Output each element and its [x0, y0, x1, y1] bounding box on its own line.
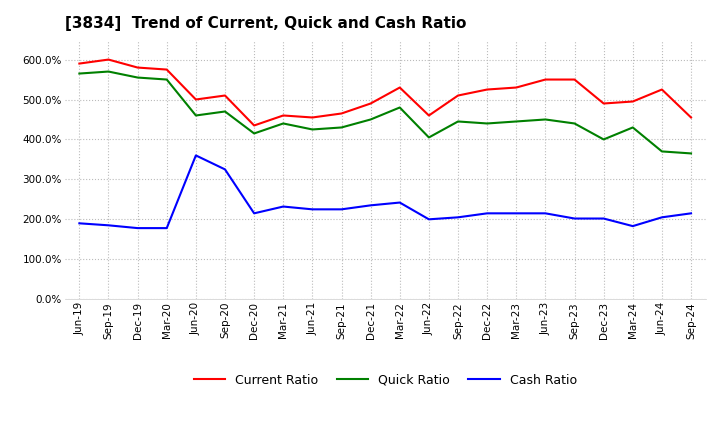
Legend: Current Ratio, Quick Ratio, Cash Ratio: Current Ratio, Quick Ratio, Cash Ratio: [189, 369, 582, 392]
Quick Ratio: [599, 137, 608, 142]
Quick Ratio: [366, 117, 375, 122]
Cash Ratio: [512, 211, 521, 216]
Quick Ratio: [279, 121, 287, 126]
Current Ratio: [192, 97, 200, 102]
Cash Ratio: [425, 216, 433, 222]
Quick Ratio: [629, 125, 637, 130]
Cash Ratio: [570, 216, 579, 221]
Cash Ratio: [687, 211, 696, 216]
Cash Ratio: [395, 200, 404, 205]
Current Ratio: [133, 65, 142, 70]
Quick Ratio: [133, 75, 142, 80]
Quick Ratio: [454, 119, 462, 124]
Quick Ratio: [104, 69, 113, 74]
Current Ratio: [220, 93, 229, 98]
Current Ratio: [366, 101, 375, 106]
Quick Ratio: [512, 119, 521, 124]
Cash Ratio: [192, 153, 200, 158]
Text: [3834]  Trend of Current, Quick and Cash Ratio: [3834] Trend of Current, Quick and Cash …: [65, 16, 466, 32]
Cash Ratio: [629, 224, 637, 229]
Quick Ratio: [75, 71, 84, 76]
Quick Ratio: [541, 117, 550, 122]
Cash Ratio: [220, 167, 229, 172]
Quick Ratio: [657, 149, 666, 154]
Quick Ratio: [250, 131, 258, 136]
Line: Quick Ratio: Quick Ratio: [79, 72, 691, 154]
Cash Ratio: [279, 204, 287, 209]
Line: Current Ratio: Current Ratio: [79, 59, 691, 125]
Current Ratio: [629, 99, 637, 104]
Line: Cash Ratio: Cash Ratio: [79, 155, 691, 228]
Cash Ratio: [163, 225, 171, 231]
Current Ratio: [454, 93, 462, 98]
Quick Ratio: [425, 135, 433, 140]
Cash Ratio: [599, 216, 608, 221]
Cash Ratio: [366, 203, 375, 208]
Current Ratio: [425, 113, 433, 118]
Current Ratio: [512, 85, 521, 90]
Current Ratio: [541, 77, 550, 82]
Cash Ratio: [250, 211, 258, 216]
Cash Ratio: [657, 215, 666, 220]
Current Ratio: [250, 123, 258, 128]
Cash Ratio: [483, 211, 492, 216]
Quick Ratio: [308, 127, 317, 132]
Current Ratio: [483, 87, 492, 92]
Current Ratio: [570, 77, 579, 82]
Current Ratio: [395, 85, 404, 90]
Quick Ratio: [192, 113, 200, 118]
Quick Ratio: [687, 151, 696, 156]
Current Ratio: [104, 57, 113, 62]
Cash Ratio: [454, 215, 462, 220]
Cash Ratio: [104, 223, 113, 228]
Current Ratio: [75, 61, 84, 66]
Quick Ratio: [337, 125, 346, 130]
Quick Ratio: [220, 109, 229, 114]
Current Ratio: [687, 115, 696, 120]
Current Ratio: [599, 101, 608, 106]
Cash Ratio: [75, 221, 84, 226]
Current Ratio: [279, 113, 287, 118]
Current Ratio: [308, 115, 317, 120]
Cash Ratio: [133, 225, 142, 231]
Quick Ratio: [395, 105, 404, 110]
Current Ratio: [163, 67, 171, 72]
Cash Ratio: [308, 207, 317, 212]
Cash Ratio: [541, 211, 550, 216]
Quick Ratio: [163, 77, 171, 82]
Current Ratio: [337, 111, 346, 116]
Quick Ratio: [483, 121, 492, 126]
Current Ratio: [657, 87, 666, 92]
Cash Ratio: [337, 207, 346, 212]
Quick Ratio: [570, 121, 579, 126]
